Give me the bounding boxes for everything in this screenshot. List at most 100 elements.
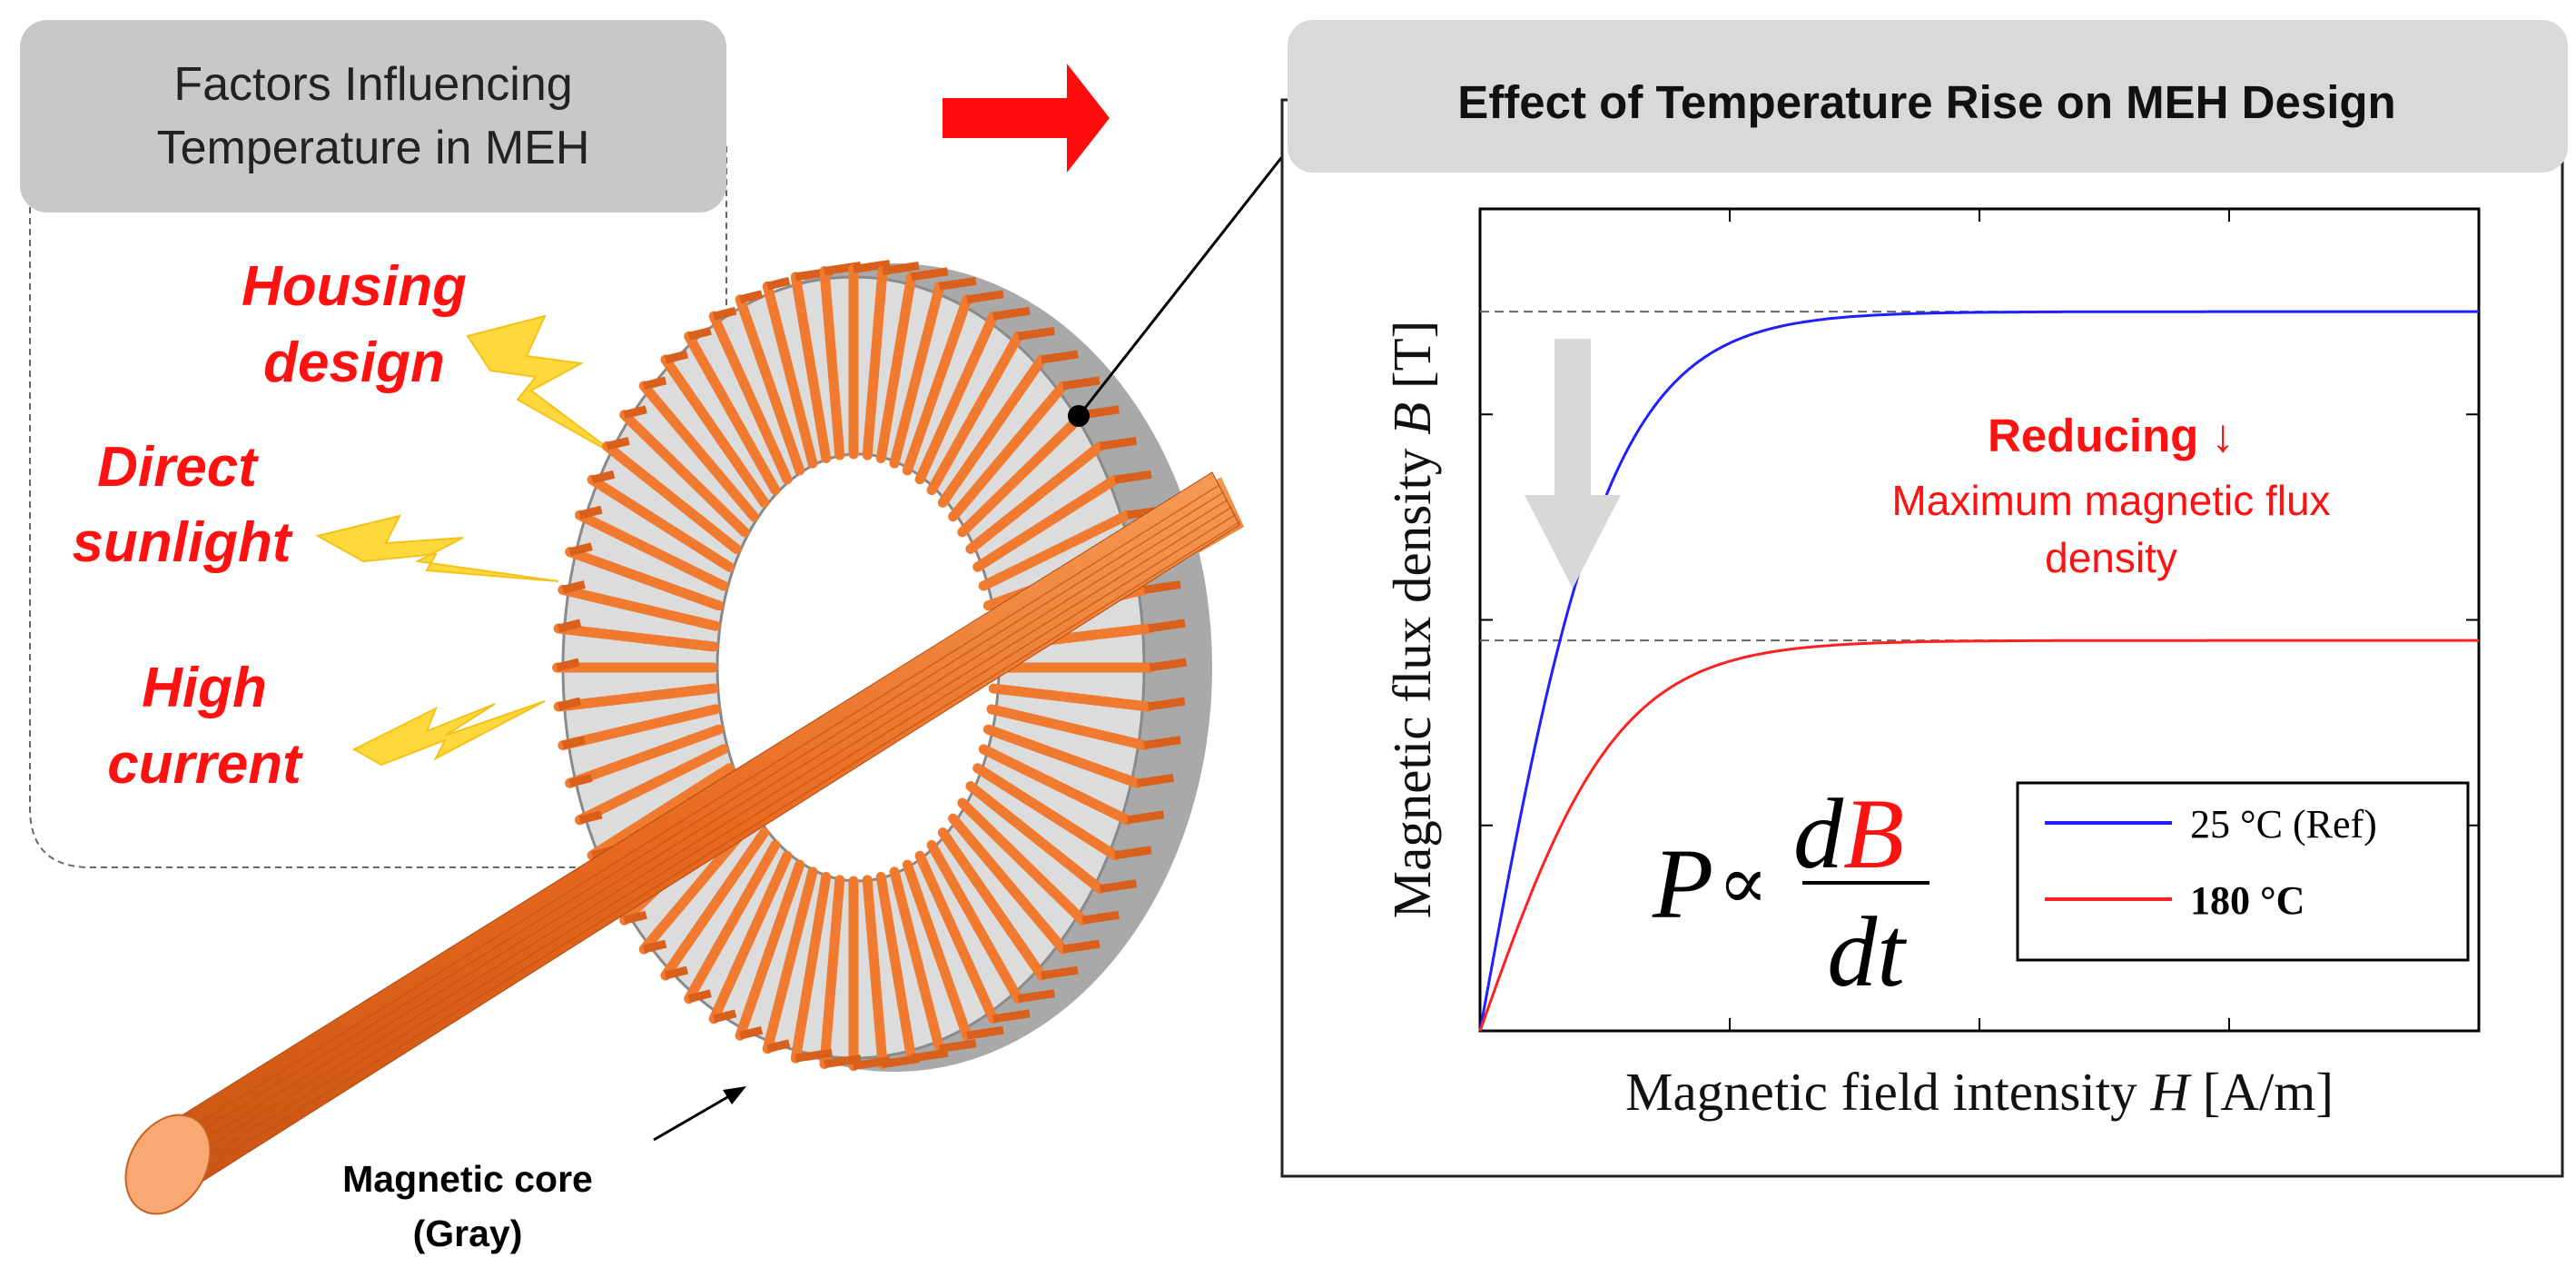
winding-strip-side: [939, 1039, 977, 1054]
factor-housing-line2: design: [263, 332, 445, 394]
reduction-line2: density: [2045, 534, 2177, 581]
effect-panel: Effect of Temperature Rise on MEH Design…: [1280, 20, 2568, 1178]
conductor-strands: [158, 484, 1240, 1186]
winding-strip: [660, 354, 770, 508]
winding-strip: [926, 839, 1023, 1005]
y-axis-label-unit: [T]: [1382, 321, 1442, 402]
winding-strip-side: [739, 1025, 764, 1040]
winding-strip: [819, 875, 845, 1069]
winding-strip-side: [664, 350, 689, 364]
winding-strip-side: [568, 542, 593, 557]
factor-current-line1: High: [142, 657, 267, 719]
winding-strip-side: [966, 1025, 1004, 1040]
winding-strip-side: [824, 1054, 862, 1068]
winding-strip: [790, 272, 832, 464]
legend-label-ref: 25 °C (Ref): [2190, 802, 2377, 846]
chart-legend: 25 °C (Ref) 180 °C: [2016, 781, 2470, 962]
arrowhead-icon: [723, 1086, 746, 1104]
winding-strip-side: [882, 262, 920, 275]
factors-panel-title-line1: Factors Influencing: [173, 58, 572, 111]
conductor-strand: [158, 484, 1220, 1149]
y-axis-label-prefix: Magnetic flux density: [1382, 435, 1442, 919]
winding-strip: [565, 547, 725, 611]
winding-strip: [972, 763, 1120, 861]
x-axis-label-prefix: Magnetic field intensity: [1625, 1062, 2150, 1122]
winding-strip: [862, 875, 888, 1069]
factors-panel-header: [20, 20, 726, 213]
down-arrow-icon: [1525, 339, 1621, 589]
winding-strip-side: [853, 259, 891, 273]
winding-strip-side: [1148, 697, 1186, 711]
winding-strip: [948, 813, 1069, 955]
winding-strip: [889, 866, 945, 1054]
winding-strip-side: [558, 619, 582, 633]
winding-strip: [937, 354, 1047, 508]
winding-strip: [972, 474, 1120, 572]
winding-strip: [684, 839, 781, 1005]
winding-strip-side: [1148, 619, 1186, 633]
winding-strip-side: [739, 290, 764, 304]
power-formula: P ∝ d B dt: [1652, 778, 1930, 1007]
lightning-bolt-icon: [315, 514, 559, 582]
formula-denominator: dt: [1827, 896, 1907, 1007]
winding-strip-side: [558, 697, 582, 711]
winding-strip: [762, 866, 818, 1054]
winding-strip-side: [664, 965, 689, 980]
winding-strip-side: [568, 773, 593, 787]
winding-strip-side: [643, 376, 667, 391]
winding-strip: [957, 410, 1088, 538]
formula-p: P: [1652, 828, 1713, 939]
effect-panel-title: Effect of Temperature Rise on MEH Design: [1457, 76, 2395, 128]
y-axis-label-var: B: [1382, 402, 1442, 435]
factor-sunlight-line1: Direct: [97, 436, 259, 499]
curve-25c-ref: [1478, 310, 2479, 1032]
winding-strip: [965, 781, 1105, 895]
winding-strip-side: [556, 658, 580, 672]
winding-strip-side: [606, 436, 630, 450]
winding-strip: [926, 331, 1023, 496]
winding-strip-side: [1143, 579, 1181, 594]
core-label-arrow: [653, 1088, 741, 1142]
factor-sunlight-line2: sunlight: [72, 511, 292, 574]
winding-strip-side: [1099, 436, 1138, 450]
winding-strip: [553, 623, 719, 652]
winding-strip-side: [561, 580, 586, 594]
winding-strip: [565, 724, 725, 788]
winding-strip-side: [1041, 965, 1079, 980]
conductor-strand: [166, 499, 1229, 1163]
winding-strip: [875, 272, 917, 464]
winding-strip-side: [966, 290, 1004, 304]
conductor-strand: [174, 513, 1237, 1179]
winding-strip-side: [1017, 326, 1056, 341]
winding-strip: [986, 704, 1150, 751]
effect-panel-frame: [1280, 98, 2564, 1178]
winding-strip: [914, 850, 999, 1025]
lightning-bolt-icon: [351, 700, 546, 767]
winding-strip: [862, 266, 888, 460]
conductor-rod-end: [124, 1114, 212, 1215]
winding-strip-side: [591, 470, 616, 484]
winding-strip-side: [713, 306, 737, 321]
factors-panel-border: [29, 145, 727, 868]
winding-strip: [735, 859, 805, 1041]
winding-strip-side: [939, 276, 977, 291]
winding-strip: [638, 381, 759, 522]
conductor-strand: [171, 506, 1232, 1171]
winding-strip-side: [1114, 846, 1152, 860]
winding-strip: [684, 331, 781, 496]
winding-strip: [735, 294, 805, 476]
y-axis-label: Magnetic flux density B [T]: [1382, 321, 1442, 919]
winding-strip-side: [1149, 658, 1188, 672]
winding-strip: [965, 441, 1105, 554]
reduction-line1: Maximum magnetic flux: [1891, 477, 2330, 524]
winding-strip: [937, 827, 1047, 981]
winding-strip: [708, 850, 793, 1025]
conductor-strand: [179, 520, 1240, 1186]
winding-strip-side: [766, 1039, 791, 1054]
effect-panel-header: [1288, 20, 2568, 173]
core-label-line1: Magnetic core: [342, 1158, 593, 1200]
winding-strip-side: [1136, 773, 1175, 787]
winding-strip: [978, 510, 1133, 591]
legend-label-hot: 180 °C: [2190, 878, 2305, 923]
